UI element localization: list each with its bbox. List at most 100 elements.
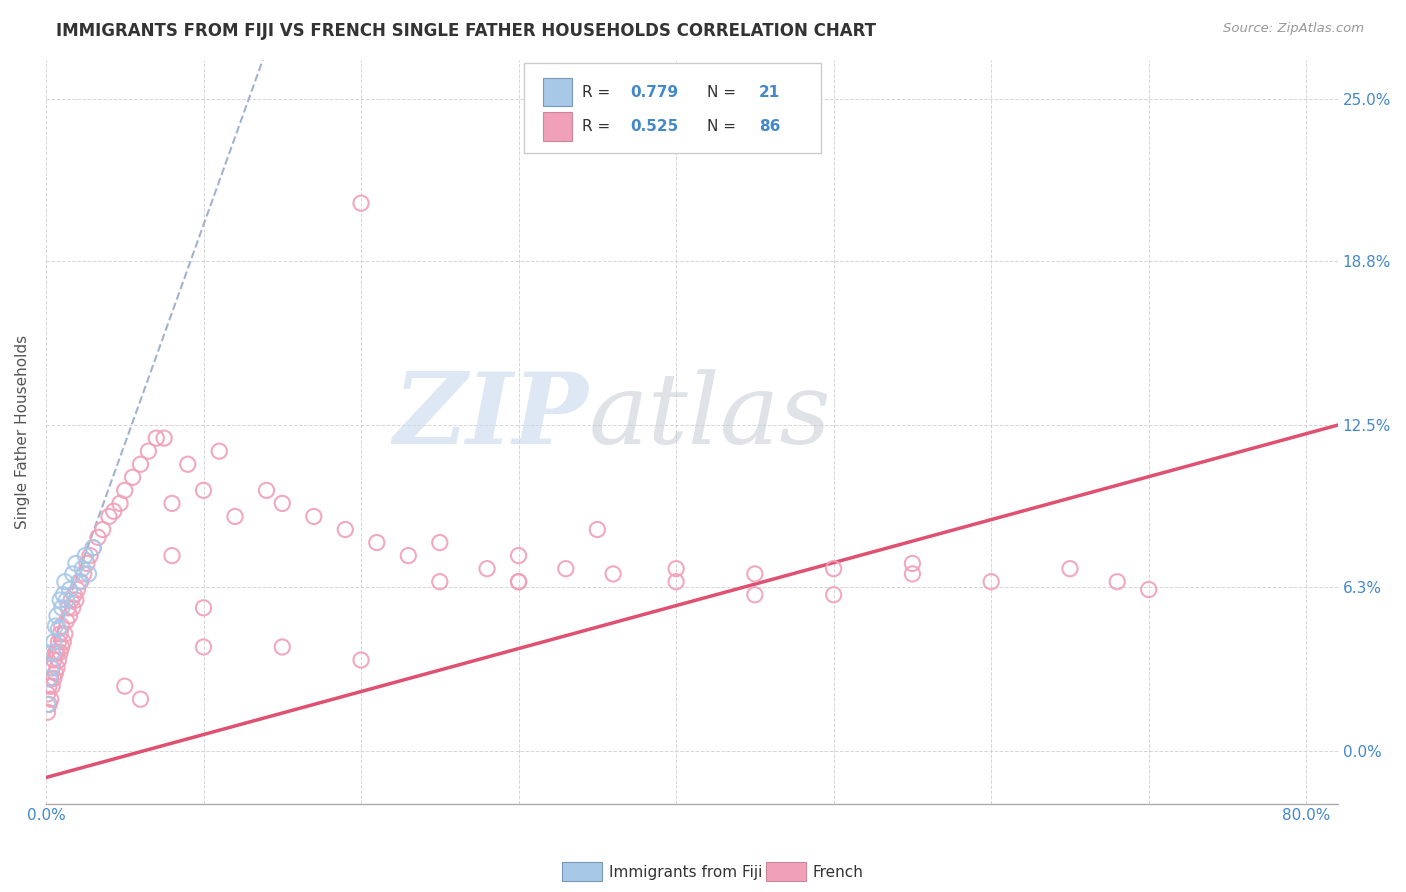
Point (366, 535, 388, 549)
Point (59, 608, 82, 623)
Point (48, 653, 70, 667)
Text: N =: N = (707, 85, 741, 100)
Text: IMMIGRANTS FROM FIJI VS FRENCH SINGLE FATHER HOUSEHOLDS CORRELATION CHART: IMMIGRANTS FROM FIJI VS FRENCH SINGLE FA… (56, 22, 876, 40)
Point (396, 549, 419, 563)
Text: French: French (813, 865, 863, 880)
Point (39, 671, 62, 685)
Point (208, 444, 231, 458)
Point (193, 600, 215, 615)
Point (44, 666, 66, 681)
Point (63, 588, 86, 602)
Point (46, 608, 69, 623)
Point (46, 661, 69, 675)
Point (103, 504, 125, 518)
Point (49, 593, 72, 607)
Point (55, 614, 77, 628)
Point (41, 679, 63, 693)
Point (44, 645, 66, 659)
Point (46, 645, 69, 659)
Point (224, 509, 246, 524)
Y-axis label: Single Father Households: Single Father Households (15, 334, 30, 529)
Point (335, 523, 357, 537)
Point (79, 549, 101, 563)
Point (429, 574, 451, 589)
Point (665, 574, 688, 589)
Point (901, 566, 924, 581)
Point (193, 483, 215, 498)
Text: atlas: atlas (589, 369, 831, 465)
Point (51, 600, 73, 615)
Point (429, 535, 451, 549)
Point (37, 687, 59, 701)
Text: ZIP: ZIP (394, 368, 589, 465)
Point (475, 562, 498, 576)
Point (41, 645, 63, 659)
Point (350, 196, 373, 211)
Text: 0.525: 0.525 (630, 119, 678, 134)
Point (37, 705, 59, 719)
FancyBboxPatch shape (524, 63, 821, 153)
Point (65, 593, 87, 607)
Point (744, 588, 766, 602)
Point (193, 640, 215, 654)
Point (160, 496, 183, 510)
Point (66, 582, 89, 597)
Point (73, 566, 96, 581)
Point (62, 600, 84, 615)
Point (138, 444, 160, 458)
Point (59, 582, 82, 597)
Point (271, 496, 294, 510)
Point (1137, 582, 1160, 597)
Point (49, 645, 72, 659)
FancyBboxPatch shape (543, 112, 572, 141)
Point (87, 530, 110, 544)
Point (62, 566, 84, 581)
Point (98, 509, 121, 524)
Point (145, 431, 167, 445)
Point (39, 661, 62, 675)
Point (42, 671, 65, 685)
Point (53, 627, 76, 641)
Text: Source: ZipAtlas.com: Source: ZipAtlas.com (1223, 22, 1364, 36)
Point (508, 574, 530, 589)
Point (75, 549, 97, 563)
Point (129, 457, 152, 471)
Point (51, 640, 73, 654)
Point (177, 457, 200, 471)
Point (823, 562, 845, 576)
Point (823, 588, 845, 602)
Point (114, 679, 136, 693)
Point (602, 566, 624, 581)
Point (665, 562, 688, 576)
Point (53, 574, 76, 589)
Point (38, 679, 60, 693)
Point (153, 431, 176, 445)
FancyBboxPatch shape (543, 78, 572, 106)
Point (39, 692, 62, 706)
Point (37, 698, 59, 712)
Point (38, 698, 60, 712)
Point (48, 622, 70, 636)
Point (77, 566, 100, 581)
Point (1107, 574, 1129, 589)
Text: 0.779: 0.779 (630, 85, 678, 100)
Point (256, 483, 278, 498)
Point (121, 470, 143, 484)
Point (42, 653, 65, 667)
Point (271, 640, 294, 654)
Point (76, 557, 98, 571)
Point (980, 574, 1002, 589)
Point (44, 619, 66, 633)
Point (586, 523, 609, 537)
Point (508, 549, 530, 563)
Text: 21: 21 (759, 85, 780, 100)
Text: R =: R = (582, 85, 616, 100)
Point (114, 483, 136, 498)
Point (901, 557, 924, 571)
Point (302, 509, 325, 524)
Point (55, 593, 77, 607)
Point (508, 574, 530, 589)
Point (1059, 562, 1081, 576)
Point (56, 600, 79, 615)
Point (49, 627, 72, 641)
